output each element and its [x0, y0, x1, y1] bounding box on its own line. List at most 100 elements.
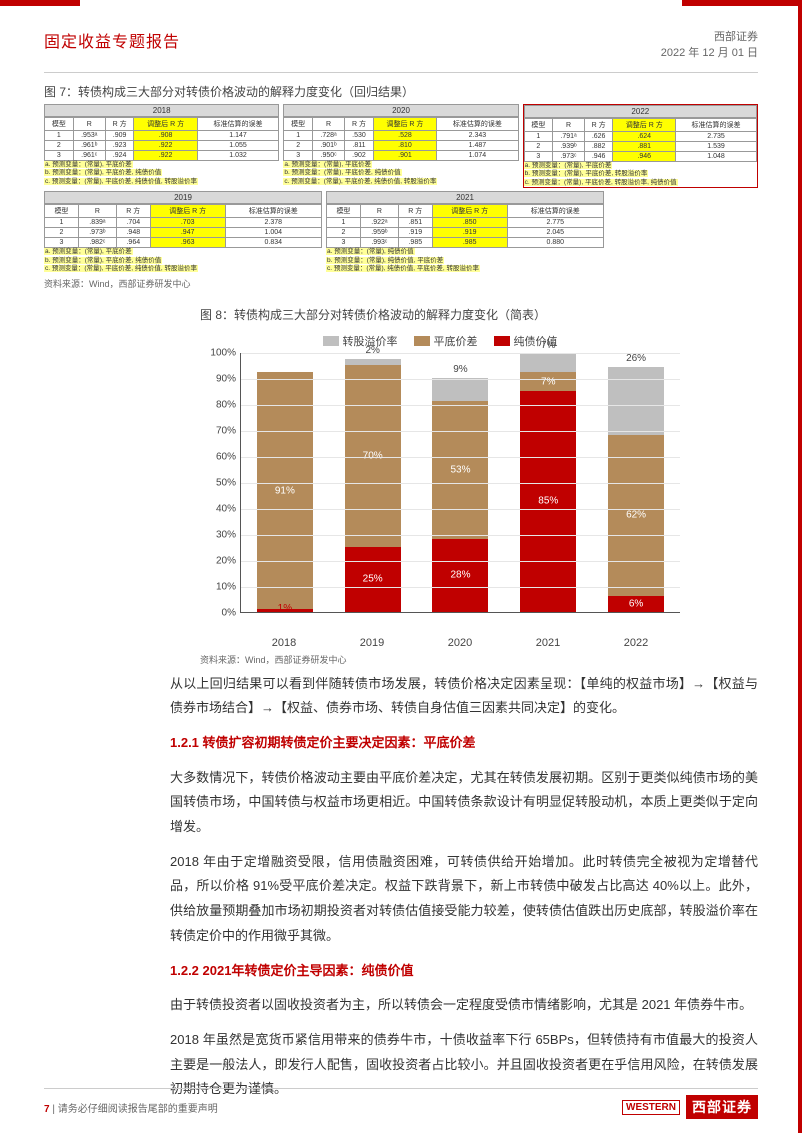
table-cell: 1.032	[197, 151, 279, 161]
col-header: R 方	[345, 118, 374, 131]
col-header: 调整后 R 方	[150, 205, 225, 218]
regression-data-table: 模型RR 方调整后 R 方标准估算的误差1.728ᵃ.530.5282.3432…	[283, 117, 518, 161]
table-cell: .703	[150, 218, 225, 228]
table-cell: 1	[327, 218, 361, 228]
note-line: a. 预测变量：(常量), 纯债价值	[326, 248, 415, 255]
col-header: R	[73, 118, 105, 131]
y-tick-label: 60%	[216, 451, 236, 462]
table-cell: .626	[584, 132, 612, 142]
bar-value-label: 28%	[432, 570, 488, 581]
y-tick-label: 100%	[210, 347, 236, 358]
table-cell: 2.775	[507, 218, 603, 228]
bar-value-label: 53%	[432, 464, 488, 475]
table-cell: .882	[584, 142, 612, 152]
col-header: 标准估算的误差	[507, 205, 603, 218]
paragraph-3: 2018 年由于定增融资受限，信用债融资困难，可转债供给开始增加。此时转债完全被…	[170, 850, 758, 949]
x-tick-label: 2021	[520, 637, 576, 649]
table-cell: 2	[45, 141, 74, 151]
table-cell: 1.487	[437, 141, 519, 151]
bar-segment: 7%	[520, 372, 576, 390]
table-cell: .924	[105, 151, 134, 161]
col-header: 标准估算的误差	[437, 118, 519, 131]
report-date: 2022 年 12 月 01 日	[661, 44, 758, 60]
bar-segment: 26%	[608, 367, 664, 435]
table-notes: a. 预测变量：(常量), 平底价差b. 预测变量：(常量), 平底价差, 转股…	[524, 162, 757, 187]
table-cell: 1	[45, 131, 74, 141]
table-cell: 1.074	[437, 151, 519, 161]
col-header: 标准估算的误差	[225, 205, 321, 218]
col-header: 模型	[45, 118, 74, 131]
regression-data-table: 模型RR 方调整后 R 方标准估算的误差1.791ᵃ.626.6242.7352…	[524, 118, 757, 162]
table-cell: 3	[284, 151, 313, 161]
x-axis-labels: 20182019202020212022	[240, 637, 680, 649]
table-cell: 1.004	[225, 228, 321, 238]
table-cell: .881	[613, 142, 676, 152]
table-cell: 2	[45, 228, 79, 238]
bar-segment: 53%	[432, 401, 488, 539]
col-header: 调整后 R 方	[134, 118, 197, 131]
col-header: 模型	[45, 205, 79, 218]
table-year-label: 2021	[326, 191, 604, 204]
table-cell: 1	[284, 131, 313, 141]
x-tick-label: 2022	[608, 637, 664, 649]
note-line: b. 预测变量：(常量), 平底价差, 纯债价值	[44, 169, 162, 176]
fig8-title: 图 8：转债构成三大部分对转债价格波动的解释力度变化（简表）	[200, 306, 758, 323]
table-cell: .953ᵃ	[73, 131, 105, 141]
col-header: 标准估算的误差	[676, 119, 757, 132]
report-title: 固定收益专题报告	[44, 28, 180, 52]
table-cell: 1.147	[197, 131, 279, 141]
page-header: 固定收益专题报告 西部证券 2022 年 12 月 01 日	[0, 6, 802, 68]
note-line: b. 预测变量：(常量), 平底价差, 转股溢价率	[524, 170, 649, 177]
bar-value-label: 26%	[608, 353, 664, 364]
plot-region: 91%1%2%70%25%9%53%28%7%7%85%26%62%6%	[240, 353, 680, 613]
table-cell: 2.343	[437, 131, 519, 141]
table-cell: .963	[150, 238, 225, 248]
regression-data-table: 模型RR 方调整后 R 方标准估算的误差1.953ᵃ.909.9081.1472…	[44, 117, 279, 161]
y-tick-label: 50%	[216, 477, 236, 488]
table-notes: a. 预测变量：(常量), 平底价差b. 预测变量：(常量), 平底价差, 纯债…	[44, 161, 279, 186]
table-cell: 3	[327, 238, 361, 248]
table-cell: .528	[373, 131, 436, 141]
table-cell: .948	[116, 228, 150, 238]
table-cell: .908	[134, 131, 197, 141]
bar-value-label: 6%	[608, 598, 664, 609]
note-line: c. 预测变量：(常量), 平底价差, 纯债价值, 转股溢价率	[44, 265, 198, 272]
bar-column: 2%70%25%	[345, 359, 401, 611]
table-cell: .982ᶜ	[78, 238, 116, 248]
logo-english: WESTERN	[622, 1100, 680, 1115]
regression-data-table: 模型RR 方调整后 R 方标准估算的误差1.839ᵃ.704.7032.3782…	[44, 204, 322, 248]
chart-area: 0%10%20%30%40%50%60%70%80%90%100% 91%1%2…	[200, 353, 680, 633]
col-header: R 方	[105, 118, 134, 131]
table-cell: .961ᶜ	[73, 151, 105, 161]
col-header: 调整后 R 方	[613, 119, 676, 132]
bar-value-label: 91%	[257, 485, 313, 496]
table-cell: .922	[134, 141, 197, 151]
table-year-label: 2022	[524, 105, 757, 118]
y-tick-label: 70%	[216, 425, 236, 436]
body-content: 从以上回归结果可以看到伴随转债市场发展，转债价格决定因素呈现：【单纯的权益市场】…	[0, 666, 802, 1102]
table-cell: .851	[398, 218, 432, 228]
bar-value-label: 1%	[257, 603, 313, 614]
regression-table-2020: 2020模型RR 方调整后 R 方标准估算的误差1.728ᵃ.530.5282.…	[283, 104, 518, 188]
col-header: R	[553, 119, 585, 132]
footer-left: 7 | 请务必仔细阅读报告尾部的重要声明	[44, 1100, 218, 1115]
col-header: 模型	[327, 205, 361, 218]
bar-value-label: 62%	[608, 510, 664, 521]
table-cell: .939ᵇ	[553, 142, 585, 152]
bar-value-label: 9%	[432, 364, 488, 375]
table-cell: .922ᵃ	[360, 218, 398, 228]
table-cell: .923	[105, 141, 134, 151]
table-cell: 1.539	[676, 142, 757, 152]
col-header: 标准估算的误差	[197, 118, 279, 131]
note-line: c. 预测变量：(常量), 平底价差, 转股溢价率, 纯债价值	[524, 179, 678, 186]
col-header: R	[78, 205, 116, 218]
bar-segment: 25%	[345, 547, 401, 612]
note-line: a. 预测变量：(常量), 平底价差	[44, 248, 133, 255]
col-header: R 方	[398, 205, 432, 218]
gridline	[241, 509, 680, 510]
table-cell: 2	[327, 228, 361, 238]
gridline	[241, 405, 680, 406]
table-cell: .901ᵇ	[313, 141, 345, 151]
gridline	[241, 483, 680, 484]
footer-logo: WESTERN 西部证券	[622, 1095, 758, 1119]
